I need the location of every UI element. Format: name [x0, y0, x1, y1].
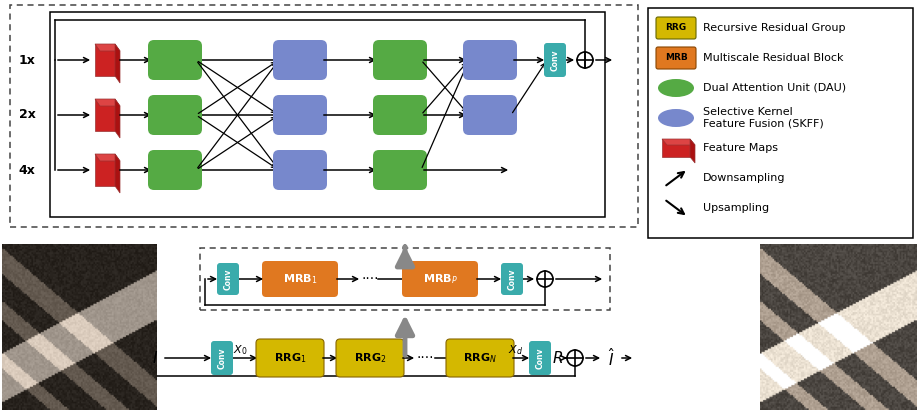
FancyBboxPatch shape [273, 95, 327, 135]
Text: RRG: RRG [665, 24, 686, 32]
Text: 1x: 1x [18, 54, 36, 66]
Text: RRG$_2$: RRG$_2$ [354, 351, 386, 365]
Text: Selective Kernel: Selective Kernel [703, 107, 793, 117]
FancyBboxPatch shape [211, 341, 233, 375]
Polygon shape [95, 44, 115, 76]
FancyBboxPatch shape [402, 261, 478, 297]
Text: $X_d$: $X_d$ [508, 343, 524, 357]
Text: Recursive Residual Group: Recursive Residual Group [703, 23, 845, 33]
Polygon shape [95, 154, 120, 161]
Polygon shape [95, 99, 120, 106]
Text: 2x: 2x [18, 108, 36, 122]
Ellipse shape [658, 109, 694, 127]
Text: Downsampling: Downsampling [703, 173, 786, 183]
Text: ····: ···· [361, 272, 379, 286]
FancyBboxPatch shape [256, 339, 324, 377]
FancyBboxPatch shape [336, 339, 404, 377]
Polygon shape [95, 44, 120, 51]
Text: Multiscale Residual Block: Multiscale Residual Block [703, 53, 844, 63]
Text: $X_0$: $X_0$ [233, 343, 247, 357]
Text: Upsampling: Upsampling [703, 203, 769, 213]
FancyBboxPatch shape [656, 17, 696, 39]
Polygon shape [115, 154, 120, 193]
Text: RRG$_1$: RRG$_1$ [274, 351, 306, 365]
Text: MRB$_1$: MRB$_1$ [283, 272, 317, 286]
Polygon shape [95, 99, 115, 131]
FancyBboxPatch shape [373, 95, 427, 135]
FancyBboxPatch shape [262, 261, 338, 297]
Polygon shape [95, 154, 115, 186]
FancyBboxPatch shape [446, 339, 514, 377]
FancyBboxPatch shape [501, 263, 523, 295]
FancyBboxPatch shape [544, 43, 566, 77]
Text: 4x: 4x [18, 164, 36, 176]
Text: Conv: Conv [507, 268, 516, 290]
Polygon shape [662, 139, 690, 157]
FancyBboxPatch shape [529, 341, 551, 375]
Text: $\hat{I}$: $\hat{I}$ [607, 347, 615, 369]
Text: Dual Attention Unit (DAU): Dual Attention Unit (DAU) [703, 83, 846, 93]
Polygon shape [115, 44, 120, 83]
Text: ····: ···· [416, 351, 434, 365]
FancyBboxPatch shape [148, 40, 202, 80]
FancyBboxPatch shape [463, 95, 517, 135]
FancyBboxPatch shape [648, 8, 913, 238]
Text: Feature Fusion (SKFF): Feature Fusion (SKFF) [703, 119, 823, 129]
Text: Conv: Conv [536, 347, 544, 369]
FancyBboxPatch shape [656, 47, 696, 69]
FancyBboxPatch shape [217, 263, 239, 295]
Text: Conv: Conv [223, 268, 233, 290]
Polygon shape [662, 139, 695, 145]
Text: Conv: Conv [218, 347, 226, 369]
Text: MRB$_P$: MRB$_P$ [423, 272, 458, 286]
Polygon shape [115, 99, 120, 138]
Text: Feature Maps: Feature Maps [703, 143, 778, 153]
Ellipse shape [658, 79, 694, 97]
Text: MRB: MRB [664, 54, 687, 63]
Polygon shape [690, 139, 695, 163]
FancyBboxPatch shape [373, 150, 427, 190]
FancyBboxPatch shape [273, 40, 327, 80]
FancyBboxPatch shape [148, 95, 202, 135]
FancyBboxPatch shape [373, 40, 427, 80]
FancyBboxPatch shape [463, 40, 517, 80]
Text: Conv: Conv [550, 49, 560, 71]
FancyBboxPatch shape [273, 150, 327, 190]
Text: $I$: $I$ [152, 350, 158, 366]
FancyBboxPatch shape [148, 150, 202, 190]
Text: $R$: $R$ [552, 350, 563, 366]
Text: RRG$_N$: RRG$_N$ [463, 351, 497, 365]
